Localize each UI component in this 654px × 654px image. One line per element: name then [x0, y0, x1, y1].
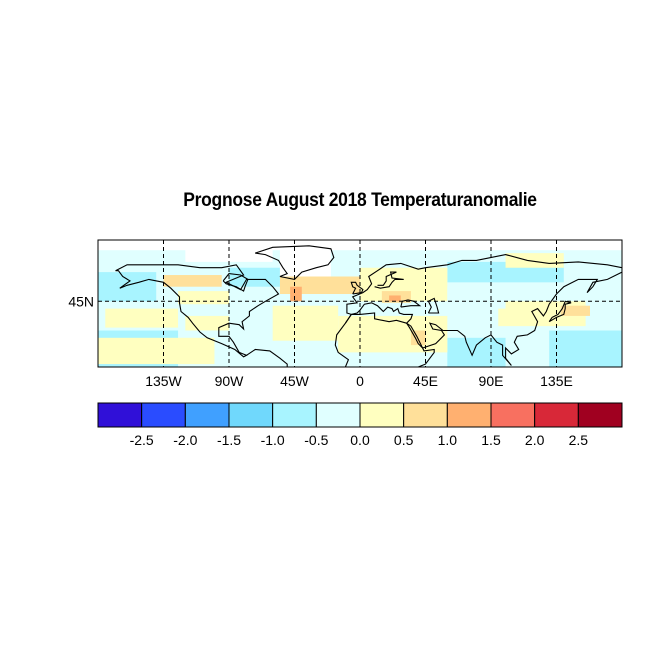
anomaly-region: [290, 286, 302, 302]
colorbar-label: 2.0: [525, 432, 545, 448]
coastline-uk: [350, 281, 364, 295]
colorbar-swatch: [534, 402, 579, 428]
anomaly-region: [185, 315, 229, 331]
anomaly-region: [560, 305, 590, 316]
colorbar-label: -2.5: [130, 432, 154, 448]
anomaly-region: [229, 267, 280, 287]
anomaly-region: [410, 330, 426, 346]
coastline-caspian: [427, 297, 440, 314]
colorbar-swatch: [228, 402, 274, 428]
colorbar: -2.5 -2.0 -1.5 -1.0 -0.5 0.0 0.5 1.0 1.5 2.0 2.5: [97, 402, 623, 448]
anomaly-region: [98, 337, 215, 365]
coastline-north-america: [115, 264, 280, 358]
colorbar-swatch: [359, 402, 405, 428]
anomaly-region: [447, 337, 506, 367]
colorbar-swatch: [577, 402, 623, 428]
coastline-red-sea: [406, 322, 424, 349]
colorbar-swatch: [490, 402, 536, 428]
colorbar-label: -1.0: [261, 432, 285, 448]
anomaly-region: [549, 330, 622, 367]
colorbar-label: 0.5: [394, 432, 414, 448]
colorbar-swatch: [403, 402, 448, 428]
chart-title: Prognose August 2018 Temperaturanomalie: [183, 190, 537, 211]
coastline-africa-east: [417, 347, 435, 367]
colorbar-swatch: [315, 402, 361, 428]
lon-tick-label: 135E: [540, 373, 573, 389]
colorbar-swatch: [97, 402, 143, 428]
lon-tick-label: 0: [356, 373, 364, 389]
colorbar-label: 1.0: [438, 432, 458, 448]
lon-tick-label: 45W: [280, 373, 310, 389]
anomaly-region: [178, 291, 229, 305]
colorbar-label: -2.0: [173, 432, 197, 448]
coastline-eurasia-africa: [334, 254, 622, 367]
graticule: [98, 240, 622, 367]
map-border: [97, 239, 623, 368]
colorbar-label: 2.5: [569, 432, 589, 448]
no-data-region: [98, 240, 622, 251]
anomaly-region: [505, 253, 564, 268]
coastline-africa-north: [344, 312, 407, 324]
colorbar-swatch: [446, 402, 492, 428]
colorbar-label: 0.0: [350, 432, 370, 448]
anomaly-region: [272, 305, 339, 341]
anomaly-region: [105, 308, 179, 328]
colorbar-swatch: [141, 402, 186, 428]
colorbar-swatch: [184, 402, 230, 428]
colorbar-label: 1.5: [481, 432, 501, 448]
colorbar-label: -1.5: [217, 432, 241, 448]
lat-tick-label: 45N: [68, 293, 94, 309]
lon-tick-label: 135W: [145, 373, 182, 389]
lon-tick-label: 90E: [479, 373, 504, 389]
anomaly-region: [389, 295, 401, 302]
coastline-baltic: [374, 271, 404, 289]
anomaly-region: [447, 286, 506, 309]
colorbar-swatch: [272, 402, 317, 428]
coastline-japan: [548, 300, 572, 323]
coastlines: [115, 245, 622, 367]
coastline-greenland: [255, 245, 335, 280]
lon-tick-label: 90W: [215, 373, 245, 389]
map-axis-labels: 135W 90W 45W 0 45E 90E 135E 45N: [68, 293, 573, 389]
anomaly-region: [163, 275, 222, 287]
coastline-south-america: [246, 348, 288, 367]
colorbar-label: -0.5: [304, 432, 328, 448]
anomaly-region: [98, 272, 157, 302]
lon-tick-label: 45E: [413, 373, 438, 389]
